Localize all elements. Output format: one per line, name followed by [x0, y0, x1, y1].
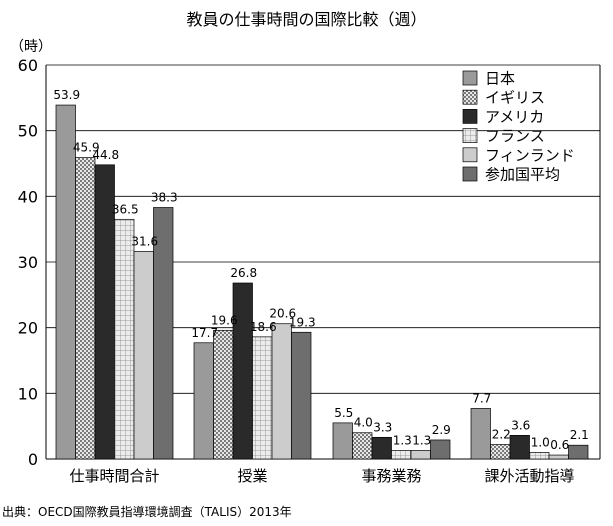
bar [252, 336, 273, 460]
data-label: 1.0 [531, 435, 550, 449]
x-tick-label: 課外活動指導 [484, 467, 574, 485]
legend-label: フランス [485, 127, 545, 145]
legend-item: フランス [462, 127, 545, 145]
bar [114, 218, 135, 460]
bar [509, 435, 530, 460]
y-tick-label: 60 [18, 56, 38, 75]
data-label: 18.6 [250, 320, 277, 334]
data-label: 31.6 [131, 234, 158, 248]
y-tick-label: 30 [18, 253, 38, 272]
data-label: 2.9 [432, 423, 451, 437]
data-label: 20.6 [269, 307, 296, 321]
legend-swatch [462, 166, 478, 182]
legend-swatch [462, 89, 478, 105]
legend-label: フィンランド [485, 146, 575, 164]
bar-chart: 0 10 20 30 40 50 60（時） 仕事時間合計 授業 事務業務 課外活動指導 53.9 4… [10, 39, 601, 485]
data-label: 2.2 [492, 428, 511, 442]
data-label: 36.5 [112, 202, 139, 216]
data-label: 5.5 [334, 406, 353, 420]
y-tick-label: 0 [28, 450, 38, 469]
x-tick-label: 仕事時間合計 [69, 467, 159, 485]
bar [332, 422, 353, 460]
data-label: 2.1 [570, 428, 589, 442]
bar [529, 452, 550, 460]
bar [232, 282, 253, 460]
bar [55, 104, 76, 460]
source-note: 出典：OECD国際教員指導環境調査（TALIS）2013年 [2, 505, 292, 519]
data-label: 19.6 [211, 313, 238, 327]
data-label: 26.8 [230, 266, 257, 280]
data-label: 3.6 [511, 418, 530, 432]
x-tick-label: 事務業務 [361, 467, 421, 485]
bar [291, 331, 312, 460]
bar [410, 450, 431, 460]
bar [371, 436, 392, 460]
bar [193, 342, 214, 460]
y-tick-label: 40 [18, 187, 38, 206]
legend-item: 日本 [462, 70, 515, 88]
legend-label: アメリカ [485, 108, 544, 126]
bar [490, 444, 511, 460]
legend-swatch [462, 147, 478, 163]
legend-item: 参加国平均 [462, 166, 560, 184]
bar [352, 432, 373, 460]
bar [133, 251, 154, 460]
bar [391, 450, 412, 460]
bar [153, 207, 174, 460]
data-label: 45.9 [73, 141, 100, 155]
data-label: 44.8 [92, 148, 119, 162]
data-label: 19.3 [289, 315, 316, 329]
bar [271, 323, 292, 460]
bar [470, 408, 491, 460]
data-label: 17.7 [191, 326, 218, 340]
data-label: 53.9 [53, 88, 80, 102]
legend-label: イギリス [485, 89, 545, 107]
chart-title: 教員の仕事時間の国際比較（週） [186, 10, 427, 29]
legend-item: フィンランド [462, 146, 575, 164]
data-label: 3.3 [373, 420, 392, 434]
y-tick-label: 10 [18, 384, 38, 403]
legend-swatch [462, 109, 478, 124]
data-label: 1.3 [412, 433, 431, 447]
legend-item: アメリカ [462, 108, 544, 126]
data-label: 38.3 [151, 190, 178, 204]
bar [75, 157, 96, 460]
y-tick-label: 50 [18, 122, 38, 141]
legend-label: 日本 [485, 70, 515, 88]
bar [430, 439, 451, 460]
legend-label: 参加国平均 [485, 166, 560, 184]
data-label: 4.0 [354, 416, 373, 430]
data-label: 7.7 [472, 391, 491, 405]
y-tick-label: 20 [18, 319, 38, 338]
legend-item: イギリス [462, 89, 545, 107]
bar [548, 454, 569, 460]
bar [568, 444, 589, 460]
legend-swatch [462, 70, 478, 86]
y-axis-label: （時） [10, 39, 52, 55]
data-label: 1.3 [393, 433, 412, 447]
x-tick-label: 授業 [237, 467, 267, 485]
legend-swatch [462, 128, 478, 143]
bar [213, 329, 234, 460]
data-label: 0.6 [550, 438, 569, 452]
